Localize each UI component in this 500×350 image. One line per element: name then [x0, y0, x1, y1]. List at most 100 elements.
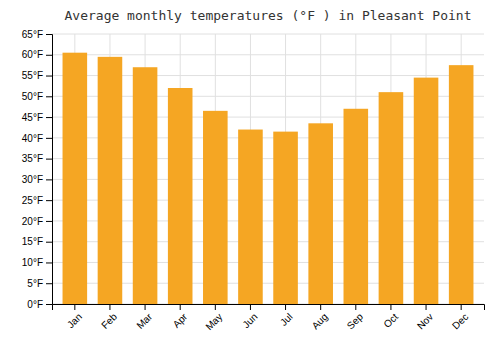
tick-label: Nov	[415, 311, 435, 331]
bar	[273, 132, 298, 304]
tick: 55°F	[22, 70, 52, 81]
grid-line	[52, 34, 484, 35]
bar	[308, 123, 333, 304]
tick-mark	[74, 304, 75, 310]
tick-mark	[46, 179, 52, 180]
tick-mark	[46, 262, 52, 263]
tick-mark	[180, 304, 181, 310]
tick-label: 5°F	[27, 278, 43, 289]
tick-label: Jul	[278, 311, 295, 328]
tick-mark	[355, 304, 356, 310]
bar	[63, 53, 88, 304]
tick-mark	[426, 304, 427, 310]
tick-mark	[46, 242, 52, 243]
tick: 15°F	[22, 236, 52, 247]
tick-mark	[285, 304, 286, 310]
tick-label: Jan	[65, 311, 84, 330]
tick-label: 45°F	[22, 112, 43, 123]
tick: Jun	[240, 304, 259, 330]
tick-label: Jun	[240, 311, 259, 330]
plot: 0°F 5°F 10°F 15°F 20°F 25°F 30°F 35°F 40°F 45°F 50…	[22, 29, 485, 333]
tick-label: Mar	[134, 311, 154, 331]
tick-label: 10°F	[22, 257, 43, 268]
tick-mark	[46, 283, 52, 284]
tick: 60°F	[22, 49, 52, 60]
bar	[344, 109, 369, 304]
tick: 5°F	[27, 278, 52, 289]
tick-mark	[145, 304, 146, 310]
tick-label: Dec	[450, 311, 470, 331]
tick-label: 35°F	[22, 153, 43, 164]
bars	[63, 53, 474, 304]
axis-line	[53, 305, 485, 311]
bar	[379, 92, 404, 304]
tick: Oct	[381, 304, 400, 330]
chart: 0°F 5°F 10°F 15°F 20°F 25°F 30°F 35°F 40°F 45°F 50…	[0, 0, 500, 350]
bar	[238, 130, 263, 304]
bar	[414, 78, 439, 304]
tick-mark	[46, 55, 52, 56]
tick-label: 0°F	[27, 299, 43, 310]
tick: Aug	[310, 304, 330, 331]
tick-mark	[46, 138, 52, 139]
tick-mark	[46, 200, 52, 201]
tick-label: 40°F	[22, 133, 43, 144]
tick: May	[203, 304, 224, 332]
bar	[203, 111, 228, 304]
tick: 30°F	[22, 174, 52, 185]
tick-label: May	[203, 311, 224, 332]
tick: Dec	[450, 304, 470, 331]
tick-mark	[215, 304, 216, 310]
tick-label: 50°F	[22, 91, 43, 102]
tick-label: Apr	[171, 311, 190, 330]
x-axis: Jan Feb Mar Apr May Jun Jul Aug Sep Oct Nov Dec	[53, 304, 485, 332]
y-axis: 0°F 5°F 10°F 15°F 20°F 25°F 30°F 35°F 40°F 45°F 50…	[22, 29, 53, 310]
bar	[98, 57, 123, 304]
tick-label: 20°F	[22, 216, 43, 227]
tick: Jan	[65, 304, 84, 330]
tick: Nov	[415, 304, 435, 331]
tick: Sep	[345, 304, 366, 331]
tick: 10°F	[22, 257, 52, 268]
tick-mark	[109, 304, 110, 310]
tick: 40°F	[22, 133, 52, 144]
tick-label: 65°F	[22, 29, 43, 40]
tick-mark	[390, 304, 391, 310]
title: Average monthly temperatures (°F ) in Pl…	[65, 8, 472, 23]
tick-mark	[320, 304, 321, 310]
bar	[133, 67, 158, 304]
tick-mark	[46, 221, 52, 222]
grid	[52, 34, 484, 304]
tick: 35°F	[22, 153, 52, 164]
tick: 20°F	[22, 216, 52, 227]
tick-mark	[46, 34, 52, 35]
tick: 45°F	[22, 112, 52, 123]
axis-line	[46, 35, 53, 305]
tick: Feb	[99, 304, 119, 331]
tick-mark	[46, 117, 52, 118]
tick-mark	[46, 76, 52, 77]
tick: 65°F	[22, 29, 52, 40]
tick-label: Aug	[310, 311, 330, 331]
tick: Apr	[171, 304, 190, 330]
tick: 0°F	[27, 299, 52, 310]
tick: Mar	[134, 304, 154, 331]
bar	[449, 65, 474, 304]
tick-mark	[46, 96, 52, 97]
tick-label: 25°F	[22, 195, 43, 206]
bar	[168, 88, 193, 304]
tick: 50°F	[22, 91, 52, 102]
tick: Jul	[278, 304, 295, 328]
tick: 25°F	[22, 195, 52, 206]
tick-label: 55°F	[22, 70, 43, 81]
tick-label: 60°F	[22, 49, 43, 60]
grid-line	[52, 54, 484, 55]
tick-mark	[461, 304, 462, 310]
tick-label: 15°F	[22, 236, 43, 247]
tick-label: Feb	[99, 311, 119, 331]
tick-mark	[46, 304, 52, 305]
tick-mark	[250, 304, 251, 310]
tick-mark	[46, 159, 52, 160]
tick-label: Oct	[381, 311, 400, 330]
tick-label: Sep	[345, 311, 366, 332]
